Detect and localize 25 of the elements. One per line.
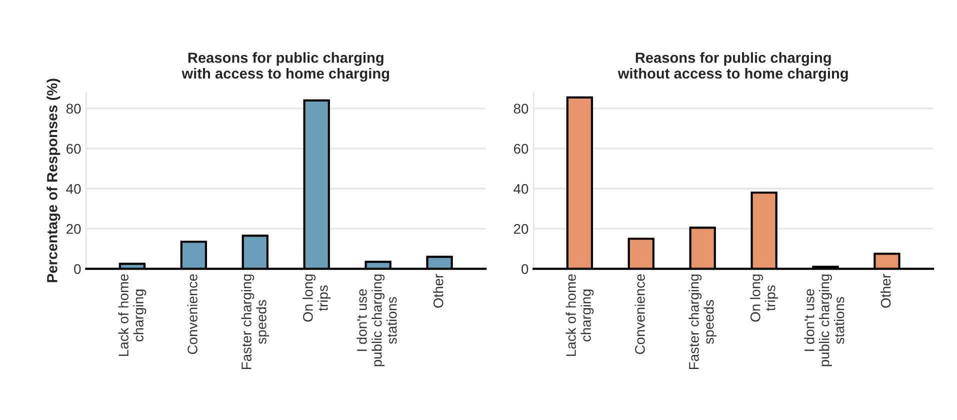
x-tick-label: On long trips	[302, 274, 331, 322]
chart-title: Reasons for public charging with access to home charging	[182, 52, 390, 82]
y-axis-title: Percentage of Responses (%)	[46, 78, 60, 282]
x-tick-label: Faster charging speeds	[241, 274, 270, 370]
y-tick-label: 0	[74, 264, 81, 274]
x-tick-label: Lack of home charging	[566, 274, 594, 356]
x-tick-label: Convenience	[187, 274, 198, 354]
x-tick-label: Faster charging speeds	[688, 274, 717, 370]
y-tick-label: 0	[522, 264, 528, 274]
x-tick-label: Other	[880, 274, 891, 308]
x-tick-label: Other	[433, 274, 444, 308]
x-tick-label: Convenience	[634, 274, 645, 354]
x-tick-label: I don't use public charging stations	[356, 274, 397, 366]
x-tick-label: On long trips	[750, 274, 778, 322]
x-tick-label: Lack of home charging	[118, 274, 146, 356]
y-tick-label: 60	[514, 144, 528, 154]
y-tick-label: 60	[66, 144, 81, 154]
y-tick-label: 20	[514, 224, 528, 234]
y-tick-label: 80	[514, 104, 528, 114]
y-tick-label: 80	[66, 104, 81, 114]
x-tick-label: I don't use public charging stations	[804, 274, 844, 366]
chart-title: Reasons for public charging without access to home charging	[618, 52, 848, 82]
y-tick-label: 40	[514, 184, 528, 194]
y-tick-label: 20	[66, 224, 81, 234]
y-tick-label: 40	[66, 184, 81, 194]
